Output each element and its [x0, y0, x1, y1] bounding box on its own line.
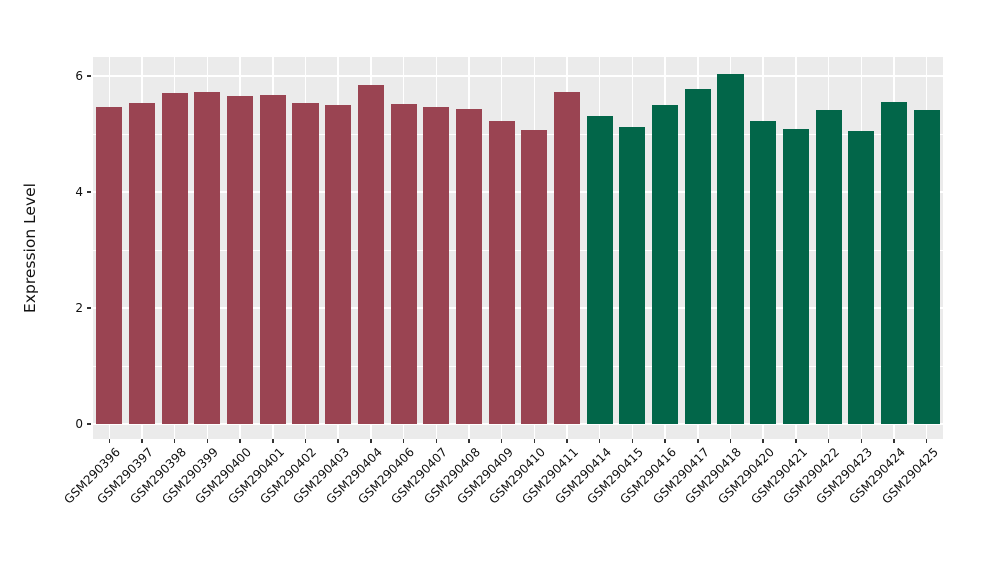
x-tick-mark [500, 439, 503, 443]
bar [684, 89, 711, 424]
bar [161, 93, 188, 424]
y-tick-mark [87, 191, 91, 193]
bar [880, 102, 908, 424]
x-tick-mark [108, 439, 111, 443]
x-tick-mark [762, 439, 764, 443]
bar [488, 121, 515, 424]
y-major-gridline [93, 75, 943, 77]
y-major-gridline [93, 423, 943, 425]
bar [652, 105, 679, 424]
bar [227, 95, 254, 424]
y-tick-mark [87, 307, 91, 309]
plot-panel [93, 57, 943, 439]
bar [782, 128, 809, 424]
x-tick-mark [173, 439, 176, 443]
bar [455, 109, 483, 424]
x-tick-mark [337, 439, 339, 443]
x-tick-mark [566, 439, 568, 443]
x-tick-mark [827, 439, 830, 443]
bar [848, 131, 875, 424]
x-tick-mark [370, 439, 372, 443]
bar [553, 92, 581, 424]
x-tick-mark [795, 439, 797, 443]
x-tick-mark [468, 439, 470, 443]
y-tick-mark [87, 423, 91, 425]
x-tick-mark [272, 439, 274, 443]
x-tick-mark [598, 439, 601, 443]
bar [521, 129, 548, 424]
y-tick-label: 0 [75, 417, 83, 431]
bar [194, 91, 221, 424]
x-tick-mark [664, 439, 666, 443]
bar [750, 121, 777, 424]
x-tick-mark [631, 439, 634, 443]
y-major-gridline [93, 307, 943, 309]
bar [423, 106, 450, 424]
bar [357, 84, 384, 424]
x-tick-mark [402, 439, 405, 443]
x-tick-mark [239, 439, 241, 443]
y-minor-gridline [93, 133, 943, 135]
bar [259, 94, 286, 424]
x-tick-mark [925, 439, 928, 443]
y-tick-label: 4 [75, 185, 83, 199]
y-minor-gridline [93, 249, 943, 251]
x-tick-mark [304, 439, 307, 443]
y-major-gridline [93, 191, 943, 193]
y-tick-mark [87, 75, 91, 77]
bar [128, 102, 156, 424]
bar [96, 106, 123, 424]
y-tick-label: 6 [75, 69, 83, 83]
bar [325, 105, 352, 424]
bar [717, 74, 744, 424]
x-tick-mark [533, 439, 536, 443]
x-tick-mark [141, 439, 143, 443]
x-tick-mark [697, 439, 699, 443]
bar [913, 110, 940, 424]
x-tick-mark [860, 439, 863, 443]
x-tick-mark [729, 439, 732, 443]
bar [292, 102, 319, 424]
x-tick-mark [893, 439, 895, 443]
x-tick-mark [435, 439, 438, 443]
x-tick-mark [206, 439, 209, 443]
y-tick-label: 2 [75, 301, 83, 315]
y-minor-gridline [93, 365, 943, 367]
bar [390, 104, 417, 424]
bar [619, 127, 646, 424]
bar [815, 110, 842, 424]
bar [586, 116, 613, 424]
y-axis-label: Expression Level [21, 183, 39, 313]
